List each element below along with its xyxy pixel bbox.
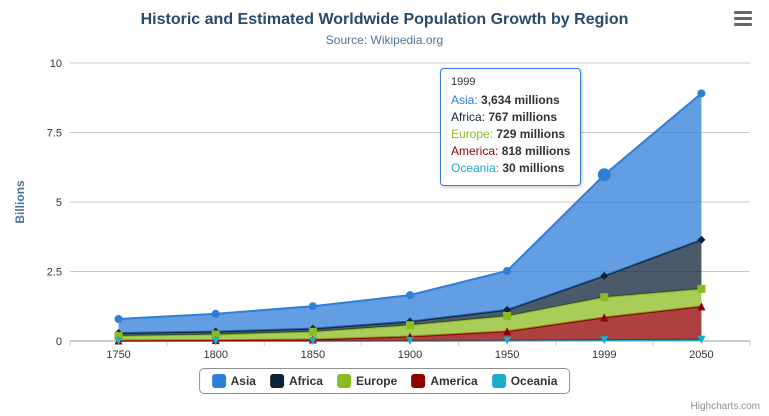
x-tick-label: 1999 (592, 349, 616, 361)
legend: Asia Africa Europe America Oceania (198, 368, 571, 394)
tooltip-row-oceania: Oceania: 30 millions (451, 160, 570, 177)
marker-europe-1950[interactable] (503, 312, 512, 321)
tooltip-row-europe: Europe: 729 millions (451, 126, 570, 143)
context-menu-button[interactable] (732, 10, 754, 27)
marker-europe-1900[interactable] (406, 321, 414, 330)
marker-europe-1850[interactable] (308, 327, 317, 336)
marker-oceania-2050[interactable] (697, 335, 706, 344)
tooltip-series-name: Europe: (451, 127, 497, 141)
x-tick-label: 1900 (398, 349, 422, 361)
legend-swatch-oceania (491, 374, 506, 388)
x-tick-label: 1950 (495, 349, 519, 361)
x-tick-label: 1800 (203, 349, 227, 361)
marker-oceania-1900[interactable] (406, 336, 414, 345)
tooltip-row-asia: Asia: 3,634 millions (451, 92, 570, 109)
legend-item-africa[interactable]: Africa (269, 374, 323, 388)
marker-oceania-1750[interactable] (114, 336, 123, 345)
tooltip-series-value: 30 millions (502, 161, 565, 175)
marker-oceania-1950[interactable] (503, 336, 512, 345)
x-tick-label: 2050 (689, 349, 713, 361)
y-tick-label: 0 (56, 336, 62, 348)
tooltip-series-name: Oceania: (451, 161, 503, 175)
hamburger-icon (734, 11, 752, 14)
marker-asia-1900[interactable] (406, 291, 414, 300)
hamburger-icon (734, 23, 752, 26)
marker-europe-2050[interactable] (697, 284, 706, 293)
x-tick-label: 1750 (106, 349, 130, 361)
tooltip-row-america: America: 818 millions (451, 143, 570, 160)
marker-asia-1750[interactable] (114, 315, 123, 324)
legend-label: Oceania (510, 374, 558, 388)
x-tick-label: 1850 (301, 349, 325, 361)
marker-oceania-1850[interactable] (308, 336, 317, 345)
legend-item-asia[interactable]: Asia (211, 374, 256, 388)
chart-title: Historic and Estimated Worldwide Populat… (140, 11, 629, 28)
legend-item-america[interactable]: America (411, 374, 478, 388)
legend-item-oceania[interactable]: Oceania (491, 374, 558, 388)
y-tick-label: 10 (50, 58, 62, 70)
tooltip-series-name: Africa: (451, 110, 489, 124)
legend-label: Asia (230, 374, 256, 388)
marker-europe-1750[interactable] (114, 331, 123, 340)
y-tick-label: 5 (56, 197, 62, 209)
marker-oceania-1999[interactable] (600, 336, 609, 345)
chart-subtitle: Source: Wikipedia.org (325, 33, 444, 47)
marker-europe-1999[interactable] (600, 293, 609, 302)
marker-asia-1850[interactable] (308, 302, 317, 311)
marker-asia-1999[interactable] (597, 168, 611, 182)
tooltip-series-value: 3,634 millions (481, 93, 560, 107)
marker-america-1999[interactable] (600, 313, 609, 322)
marker-asia-1950[interactable] (503, 266, 512, 275)
legend-swatch-asia (211, 374, 226, 388)
y-tick-label: 7.5 (47, 128, 62, 140)
marker-europe-1800[interactable] (211, 330, 220, 339)
legend-swatch-europe (336, 374, 351, 388)
tooltip-header: 1999 (451, 76, 476, 88)
tooltip-series-value: 818 millions (501, 144, 571, 158)
y-tick-label: 2.5 (47, 267, 62, 279)
legend-item-europe[interactable]: Europe (336, 374, 398, 388)
tooltip-row-africa: Africa: 767 millions (451, 109, 570, 126)
y-axis-title: Billions (13, 180, 27, 224)
area-africa[interactable] (118, 239, 702, 336)
tooltip-series-value: 767 millions (488, 110, 558, 124)
tooltip: 1999 Asia: 3,634 millions Africa: 767 mill… (440, 68, 582, 186)
marker-africa-2050[interactable] (697, 235, 706, 244)
credits-link[interactable]: Highcharts.com (690, 401, 760, 412)
legend-swatch-africa (269, 374, 284, 388)
legend-label: Africa (288, 374, 323, 388)
hamburger-icon (734, 17, 752, 20)
marker-africa-1950[interactable] (503, 305, 512, 314)
marker-america-1950[interactable] (503, 327, 512, 336)
tooltip-series-name: America: (451, 144, 502, 158)
marker-oceania-1800[interactable] (211, 336, 220, 345)
marker-asia-1800[interactable] (211, 309, 220, 318)
area-america[interactable] (118, 306, 702, 341)
marker-africa-1999[interactable] (600, 271, 609, 280)
legend-swatch-america (411, 374, 426, 388)
marker-asia-2050[interactable] (697, 89, 706, 98)
area-asia[interactable] (118, 93, 702, 333)
legend-label: Europe (355, 374, 398, 388)
tooltip-series-value: 729 millions (496, 127, 566, 141)
marker-america-2050[interactable] (697, 302, 706, 311)
tooltip-series-name: Asia: (451, 93, 482, 107)
legend-label: America (430, 374, 478, 388)
